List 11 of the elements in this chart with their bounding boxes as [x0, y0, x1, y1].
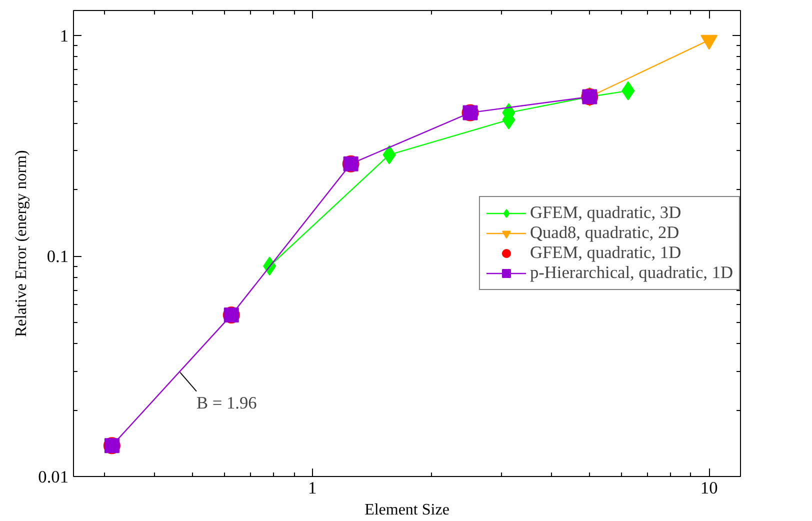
y-tick-label: 0.1	[46, 247, 69, 266]
legend-label: Quad8, quadratic, 2D	[530, 223, 680, 243]
legend-label: GFEM, quadratic, 1D	[530, 243, 682, 263]
y-tick-label: 0.01	[38, 468, 69, 486]
legend-label: GFEM, quadratic, 3D	[530, 203, 682, 223]
annotation: B = 1.96	[196, 393, 258, 412]
y-tick-label: 1	[60, 26, 69, 46]
legend-label: p-Hierarchical, quadratic, 1D	[530, 263, 733, 283]
y-axis-title: Relative Error (energy norm)	[13, 150, 30, 337]
x-axis-title: Element Size	[364, 502, 450, 518]
x-tick-label: 10	[700, 478, 718, 498]
